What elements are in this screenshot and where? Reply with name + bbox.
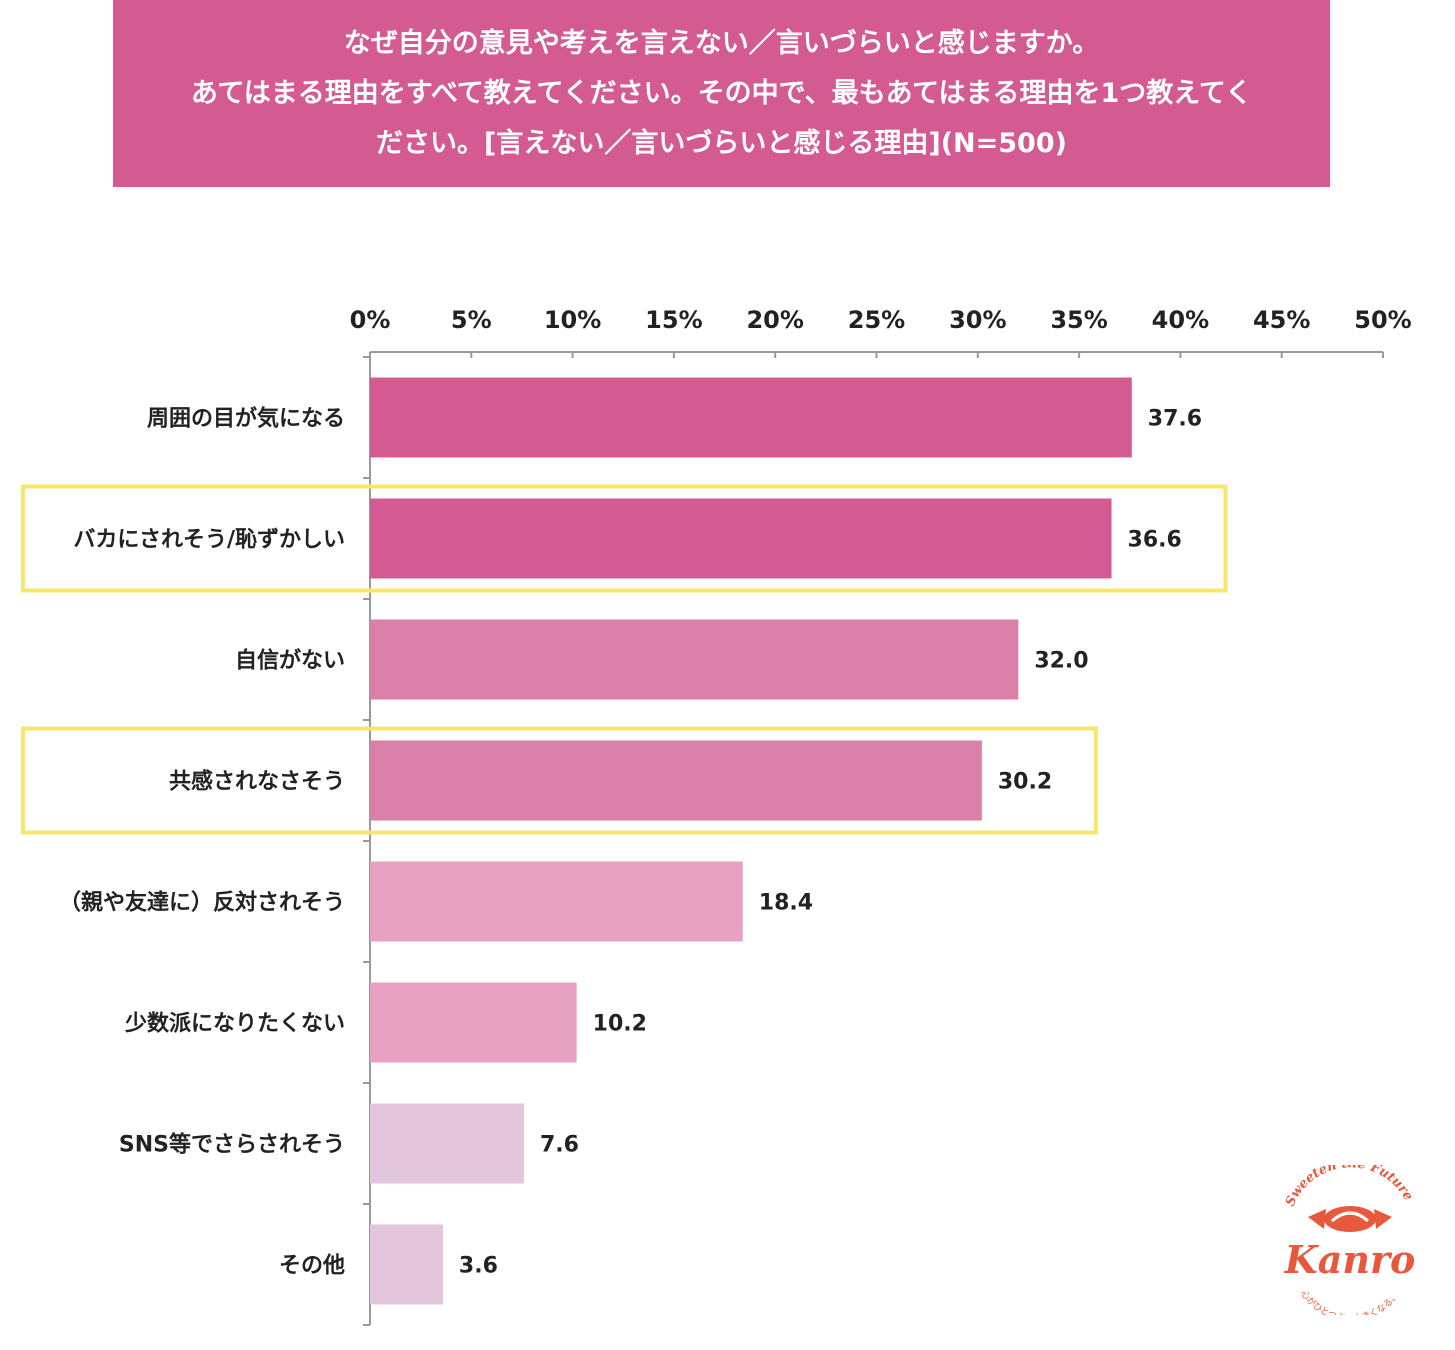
x-tick-label: 50% <box>1354 306 1411 334</box>
logo-tagline-top: Sweeten the Future <box>1283 1156 1416 1208</box>
x-tick-label: 20% <box>746 306 803 334</box>
data-label: 10.2 <box>593 1012 647 1037</box>
svg-text:心がひとつぶ、大きくなる。: 心がひとつぶ、大きくなる。 <box>1298 1288 1401 1315</box>
data-label: 18.4 <box>759 891 813 916</box>
svg-text:Sweeten the Future: Sweeten the Future <box>1283 1165 1416 1209</box>
bar <box>370 740 982 821</box>
category-label: その他 <box>279 1254 345 1279</box>
data-label: 3.6 <box>459 1254 498 1279</box>
x-tick-label: 40% <box>1152 306 1209 334</box>
bar <box>370 1224 443 1305</box>
highlight-box <box>21 484 1228 593</box>
bar <box>370 861 743 942</box>
bar <box>370 982 577 1063</box>
logo-brand: Kanro <box>1284 1237 1416 1282</box>
x-tick-label: 10% <box>544 306 601 334</box>
bar <box>370 1103 524 1184</box>
title-line-1: なぜ自分の意見や考えを言えない／言いづらいと感じますか。 <box>343 27 1100 59</box>
x-tick-label: 45% <box>1253 306 1310 334</box>
category-label: 共感されなさそう <box>169 769 345 795</box>
category-label: バカにされそう/恥ずかしい <box>73 528 345 553</box>
category-label: 自信がない <box>235 648 345 674</box>
highlight-box <box>21 726 1098 835</box>
title-line-2: あてはまる理由をすべて教えてください。その中で、最もあてはまる理由を1つ教えてく <box>190 77 1253 109</box>
data-label: 37.6 <box>1148 407 1202 432</box>
bar <box>370 619 1019 700</box>
data-label: 32.0 <box>1034 649 1088 674</box>
title-line-3: ださい。[言えない／言いづらいと感じる理由](N=500) <box>376 127 1067 159</box>
data-label: 36.6 <box>1128 528 1182 553</box>
category-label: （親や友達に）反対されそう <box>59 890 345 916</box>
x-tick-label: 35% <box>1050 306 1107 334</box>
x-tick-label: 15% <box>645 306 702 334</box>
bar <box>370 498 1112 579</box>
logo-tagline-bottom: 心がひとつぶ、大きくなる。 <box>1298 1288 1401 1324</box>
bar <box>370 377 1132 458</box>
x-tick-label: 5% <box>451 306 492 334</box>
data-label: 30.2 <box>998 770 1052 795</box>
category-label: SNS等でさらされそう <box>119 1132 345 1158</box>
x-tick-label: 0% <box>350 306 391 334</box>
category-label: 少数派になりたくない <box>124 1011 345 1037</box>
x-tick-label: 25% <box>848 306 905 334</box>
data-label: 7.6 <box>540 1133 579 1158</box>
chart-title-banner: なぜ自分の意見や考えを言えない／言いづらいと感じますか。 あてはまる理由をすべて… <box>113 0 1330 187</box>
category-label: 周囲の目が気になる <box>147 406 345 432</box>
kanro-logo: Sweeten the Future Kanro 心がひとつぶ、大きくなる。 <box>1268 1156 1428 1324</box>
x-tick-label: 30% <box>949 306 1006 334</box>
